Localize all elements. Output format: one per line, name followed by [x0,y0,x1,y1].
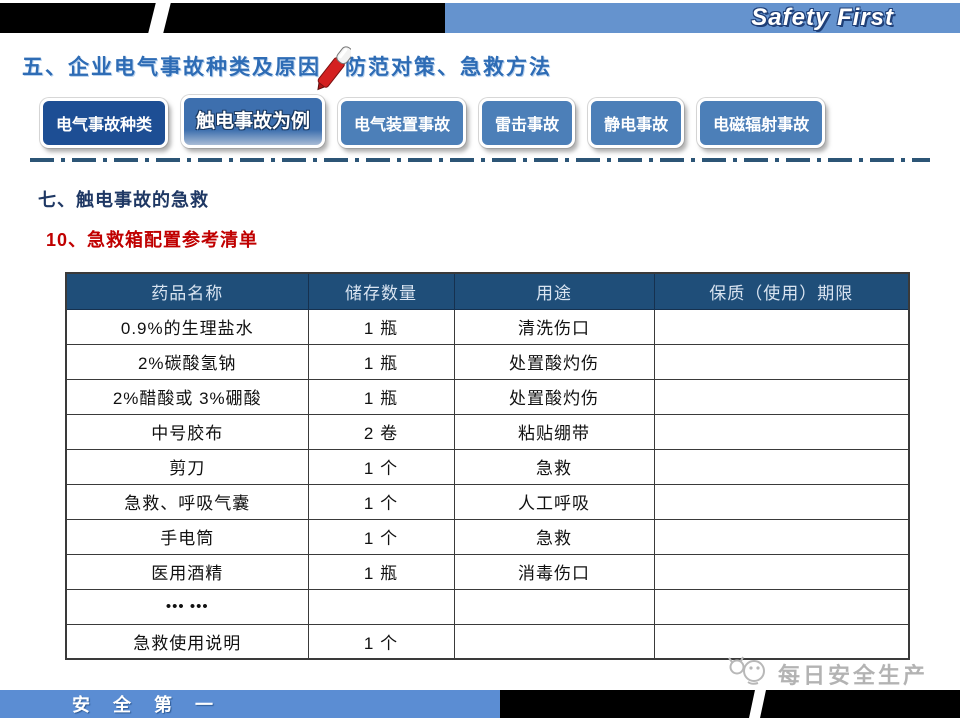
section-heading: 七、触电事故的急救 [38,190,209,210]
table-cell: 急救、呼吸气囊 [65,483,309,520]
table-header-cell: 用途 [453,272,655,310]
table-row: 急救、呼吸气囊 1 个人工呼吸 [65,483,910,520]
table-cell: 1 瓶 [307,308,455,345]
table-cell [653,623,910,660]
table-cell: 处置酸灼伤 [453,378,655,415]
table-row: 2%碳酸氢钠 1 瓶处置酸灼伤 [65,343,910,380]
table-header-row: 药品名称 储存数量 用途 保质（使用）期限 [65,272,910,310]
table-cell: 1 瓶 [307,553,455,590]
table-cell: 2%碳酸氢钠 [65,343,309,380]
table-cell: 粘贴绷带 [453,413,655,450]
table-cell: 急救使用说明 [65,623,309,660]
nav-button-6[interactable]: 电磁辐射事故 [697,98,826,148]
footer-slogan: 安 全 第 一 [72,695,223,715]
table-cell [653,378,910,415]
table-row: 医用酒精 1 瓶消毒伤口 [65,553,910,590]
table-cell [453,588,655,625]
table-cell: 剪刀 [65,448,309,485]
table-cell: 1 瓶 [307,343,455,380]
table-cell: 中号胶布 [65,413,309,450]
table-row: ••• ••• [65,588,910,625]
table-cell [653,483,910,520]
table-row: 0.9%的生理盐水 1 瓶清洗伤口 [65,308,910,345]
footer-slash-decoration [748,687,767,720]
table-cell [653,308,910,345]
table-cell: 人工呼吸 [453,483,655,520]
table-cell: 1 个 [307,448,455,485]
table-cell: 0.9%的生理盐水 [65,308,309,345]
table-row: 手电筒 1 个急救 [65,518,910,555]
nav-button-5[interactable]: 静电事故 [588,98,685,148]
table-cell [653,588,910,625]
table-cell: 1 瓶 [307,378,455,415]
red-pen-icon [317,42,354,96]
page-title: 五、企业电气事故种类及原因 防范对策、急救方法 [22,46,552,91]
table-cell: 手电筒 [65,518,309,555]
table-cell: 急救 [453,448,655,485]
table-cell [653,553,910,590]
footer-blue-bar: 安 全 第 一 [0,690,500,718]
table-cell: 2 卷 [307,413,455,450]
banner-blue-bar: Safety First [445,3,960,33]
nav-buttons: 电气事故种类 触电事故为例 电气装置事故 雷击事故 静电事故 电磁辐射事故 [40,95,932,148]
table-cell [653,343,910,380]
table-header-cell: 保质（使用）期限 [653,272,910,310]
table-row: 中号胶布 2 卷粘贴绷带 [65,413,910,450]
table-cell: 医用酒精 [65,553,309,590]
page-title-right: 防范对策、急救方法 [345,56,552,79]
nav-button-3[interactable]: 电气装置事故 [338,98,467,148]
nav-button-1[interactable]: 电气事故种类 [40,98,169,148]
table-cell: 1 个 [307,623,455,660]
top-banner: Safety First [0,1,960,35]
first-aid-kit-table: 药品名称 储存数量 用途 保质（使用）期限 0.9%的生理盐水 1 瓶清洗伤口 2%碳酸氢… [65,272,910,660]
table-cell [453,623,655,660]
page-title-left: 五、企业电气事故种类及原因 [22,56,321,79]
table-header-cell: 药品名称 [65,272,309,310]
table-cell [653,518,910,555]
table-row: 急救使用说明 1 个 [65,623,910,660]
table-cell [307,588,455,625]
banner-title: Safety First [751,4,894,31]
chick-logo-icon [728,656,772,692]
table-header-cell: 储存数量 [307,272,455,310]
table-row: 2%醋酸或 3%硼酸 1 瓶处置酸灼伤 [65,378,910,415]
table-row: 剪刀 1 个急救 [65,448,910,485]
table-cell: 处置酸灼伤 [453,343,655,380]
nav-button-4[interactable]: 雷击事故 [479,98,576,148]
table-cell: ••• ••• [65,588,309,625]
watermark-text: 每日安全生产 [777,663,928,688]
section-subheading: 10、急救箱配置参考清单 [46,230,259,250]
table-cell [653,448,910,485]
nav-button-2[interactable]: 触电事故为例 [181,95,326,148]
banner-black-bar [0,3,445,33]
table-cell: 2%醋酸或 3%硼酸 [65,378,309,415]
table-cell: 1 个 [307,518,455,555]
table-cell [653,413,910,450]
table-cell: 1 个 [307,483,455,520]
table-body: 0.9%的生理盐水 1 瓶清洗伤口 2%碳酸氢钠 1 瓶处置酸灼伤 2%醋酸或 3%硼酸… [65,308,910,660]
table-cell: 消毒伤口 [453,553,655,590]
footer-black-bar [500,687,960,720]
dashed-divider [30,158,930,162]
table-cell: 清洗伤口 [453,308,655,345]
table-cell: 急救 [453,518,655,555]
watermark: 每日安全生产 [728,656,928,692]
